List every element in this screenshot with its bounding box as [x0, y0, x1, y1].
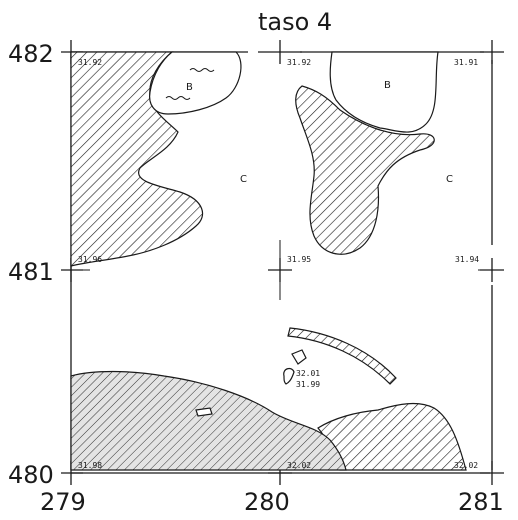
- grid-cross: [268, 258, 292, 282]
- stone-elevation-top: 32.01: [296, 369, 320, 378]
- elevation-481-280: 31.95: [287, 255, 311, 264]
- elevation-480-279: 31.98: [78, 461, 102, 470]
- zone-label-c-right: C: [446, 174, 453, 185]
- y-label-481: 481: [8, 258, 54, 286]
- clay-patch-right: [329, 51, 439, 133]
- zone-label-b-left: B: [186, 82, 193, 93]
- y-label-482: 482: [8, 40, 54, 68]
- stone-elevation-bottom: 31.99: [296, 380, 320, 389]
- small-stone: [291, 349, 307, 365]
- elevation-481-281: 31.94: [455, 255, 479, 264]
- grid-cross: [480, 258, 504, 282]
- elevation-480-280: 32.02: [287, 461, 311, 470]
- x-label-280: 280: [244, 488, 290, 516]
- grid-cross: [258, 40, 302, 64]
- x-label-279: 279: [40, 488, 86, 516]
- wave-symbols: [165, 68, 215, 100]
- hatched-area-right: [295, 85, 435, 255]
- clay-patch-left: [149, 51, 242, 115]
- y-label-480: 480: [8, 461, 54, 489]
- curved-hatched-strip: [287, 327, 397, 385]
- zone-label-b-right: B: [384, 80, 391, 91]
- plan-title: taso 4: [258, 8, 332, 36]
- elevation-482-279: 31.92: [78, 58, 102, 67]
- elevation-482-280: 31.92: [287, 58, 311, 67]
- stone-with-elevation: [283, 367, 295, 385]
- elevation-482-281: 31.91: [454, 58, 478, 67]
- grid-crosses: [61, 40, 504, 485]
- grid-cross: [480, 461, 504, 485]
- zone-label-c-left: C: [240, 174, 247, 185]
- elevation-480-281: 32.02: [454, 461, 478, 470]
- gray-hatched-area-bottom: [70, 370, 347, 471]
- small-stone-bottom: [195, 407, 213, 417]
- elevation-481-279: 31.96: [78, 255, 102, 264]
- grid-cross: [480, 40, 504, 64]
- x-label-281: 281: [458, 488, 504, 516]
